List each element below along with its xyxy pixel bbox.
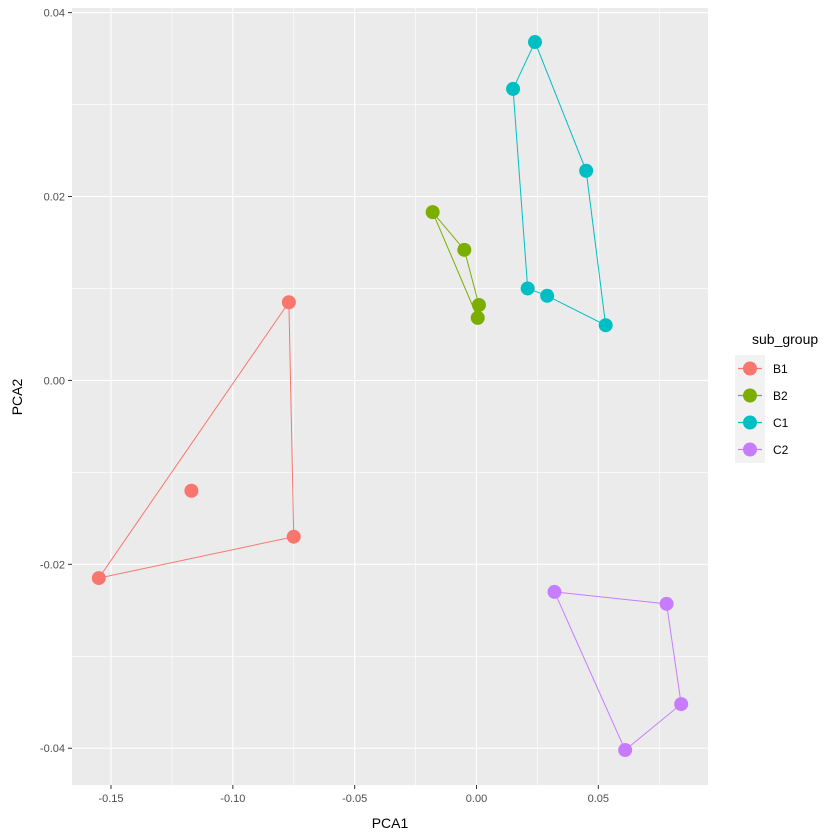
legend-label-c1: C1 [773,416,789,430]
legend-key-point [743,415,757,430]
point-c2 [659,596,674,611]
point-b2 [470,310,485,325]
point-c1 [506,81,521,96]
point-c1 [527,35,542,50]
point-c2 [618,743,633,758]
point-b2 [457,242,472,257]
panel-background [72,8,708,785]
point-b1 [91,571,106,586]
major-gridlines [72,8,708,785]
x-tick-label: 0.00 [466,793,487,805]
point-b1 [286,529,301,544]
x-axis-title: PCA1 [372,815,409,831]
point-b1 [184,483,199,498]
legend-key-point [743,361,757,376]
hull-b1 [97,300,295,579]
point-b2 [471,298,486,313]
y-tick-label: -0.02 [40,559,65,571]
x-tick-label: 0.05 [588,793,609,805]
point-c1 [579,163,594,178]
x-tick-label: -0.10 [220,793,245,805]
point-b1 [281,295,296,310]
y-axis-title: PCA2 [9,379,25,416]
y-tick-label: 0.00 [44,375,65,387]
legend: sub_group B1 B2 C1 C2 [735,331,818,463]
legend-key-point [743,388,757,403]
data-points [91,35,689,758]
legend-title: sub_group [752,331,818,347]
minor-gridlines [72,8,708,785]
legend-label-c2: C2 [773,443,789,457]
legend-label-b2: B2 [773,389,788,403]
x-axis-ticks: -0.15 -0.10 -0.05 0.00 0.05 [98,785,609,805]
point-c1 [520,281,535,296]
x-tick-label: -0.15 [98,793,123,805]
y-tick-label: 0.04 [44,8,65,20]
point-c1 [540,288,555,303]
y-axis-ticks: -0.04 -0.02 0.00 0.02 0.04 [40,8,72,755]
y-tick-label: 0.02 [44,192,65,204]
point-b2 [425,205,440,220]
point-c1 [598,318,613,333]
x-tick-label: -0.05 [342,793,367,805]
y-tick-label: -0.04 [40,743,65,755]
point-c2 [674,697,689,712]
legend-label-b1: B1 [773,362,788,376]
legend-key-point [743,442,757,457]
point-c2 [547,584,562,599]
